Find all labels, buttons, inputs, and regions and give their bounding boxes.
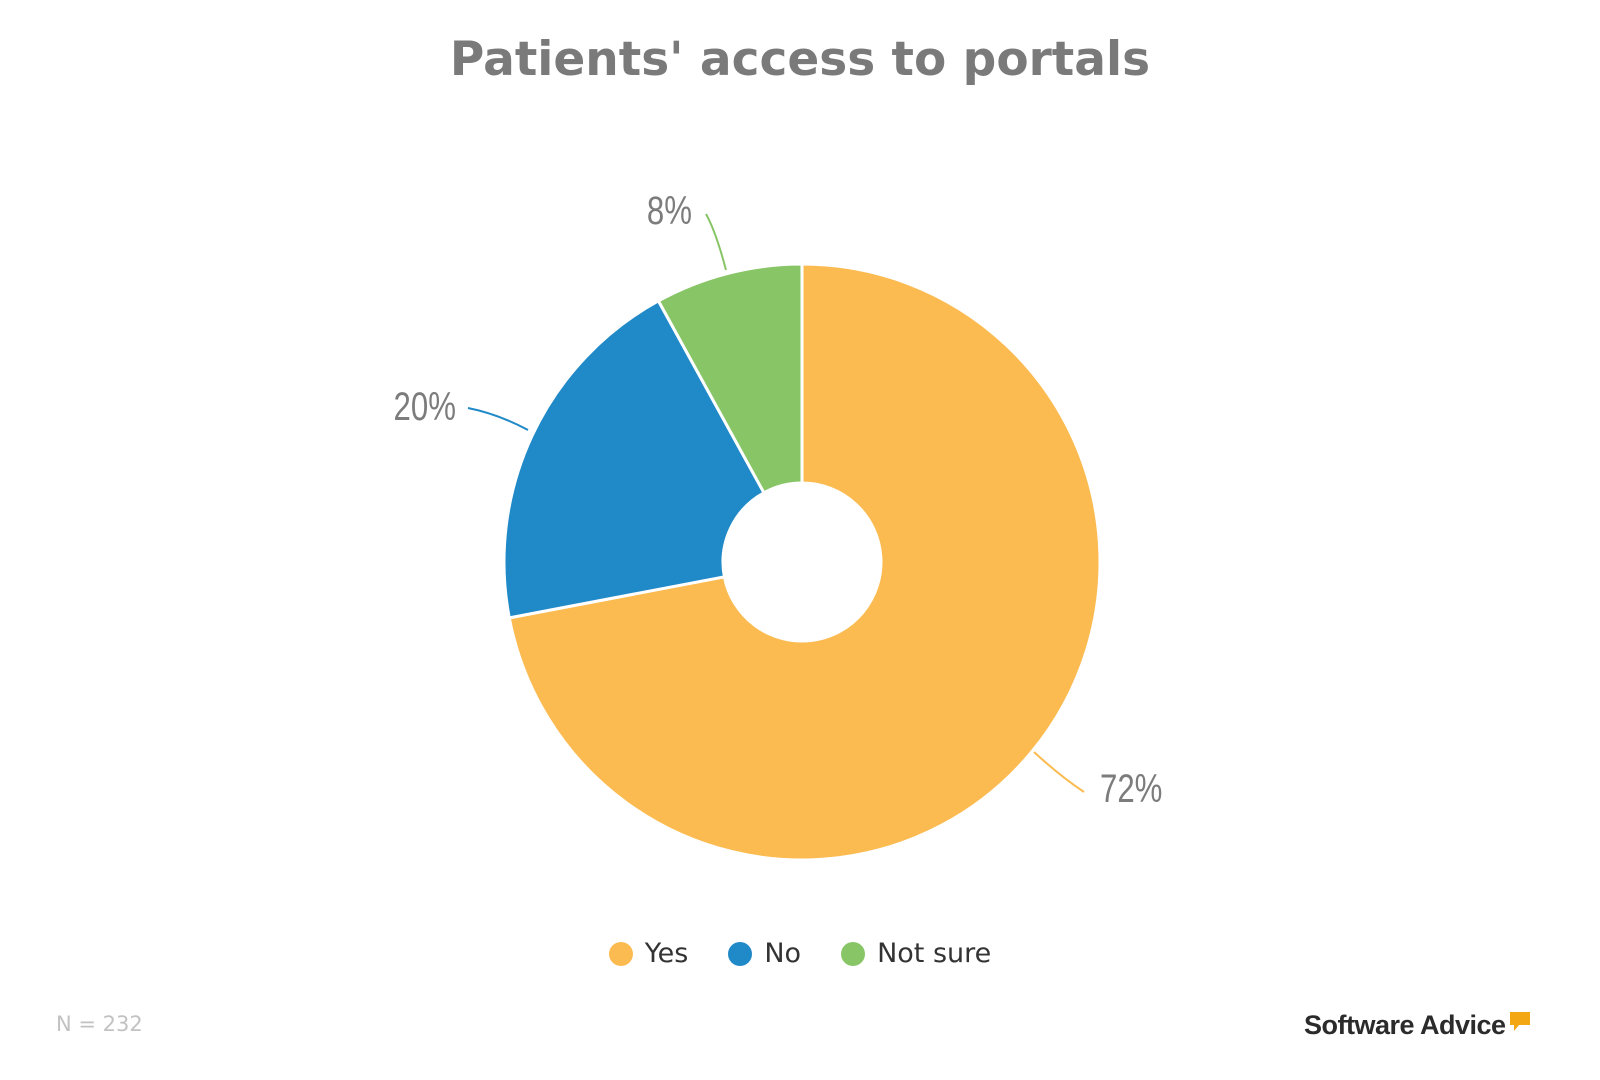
chart-legend: Yes No Not sure (0, 938, 1600, 969)
speech-bubble-icon (1509, 1012, 1530, 1031)
legend-item-not-sure: Not sure (841, 938, 991, 969)
leader-line-yes (1033, 751, 1085, 793)
legend-item-yes: Yes (608, 938, 689, 969)
pie-slice-not-sure (656, 262, 804, 495)
legend-swatch-not-sure (841, 941, 866, 966)
sample-size-note: N = 232 (56, 1012, 143, 1036)
data-label-no: 20% (394, 384, 456, 429)
pie-slice-yes (507, 262, 1102, 862)
legend-swatch-no (728, 941, 753, 966)
data-label-not-sure: 8% (647, 188, 692, 233)
legend-label-not-sure: Not sure (877, 938, 992, 969)
legend-item-no: No (728, 938, 801, 969)
legend-swatch-yes (608, 941, 633, 966)
leader-line-not-sure (705, 213, 727, 271)
pie-slice-no (502, 298, 766, 620)
brand-name: Software Advice (1304, 1010, 1506, 1040)
leader-line-no (467, 407, 529, 431)
brand-logo: Software Advice (1304, 1010, 1532, 1041)
data-label-yes: 72% (1100, 766, 1162, 811)
legend-label-yes: Yes (644, 938, 689, 969)
chart-title: Patients' access to portals (449, 32, 1151, 87)
legend-label-no: No (764, 938, 802, 969)
